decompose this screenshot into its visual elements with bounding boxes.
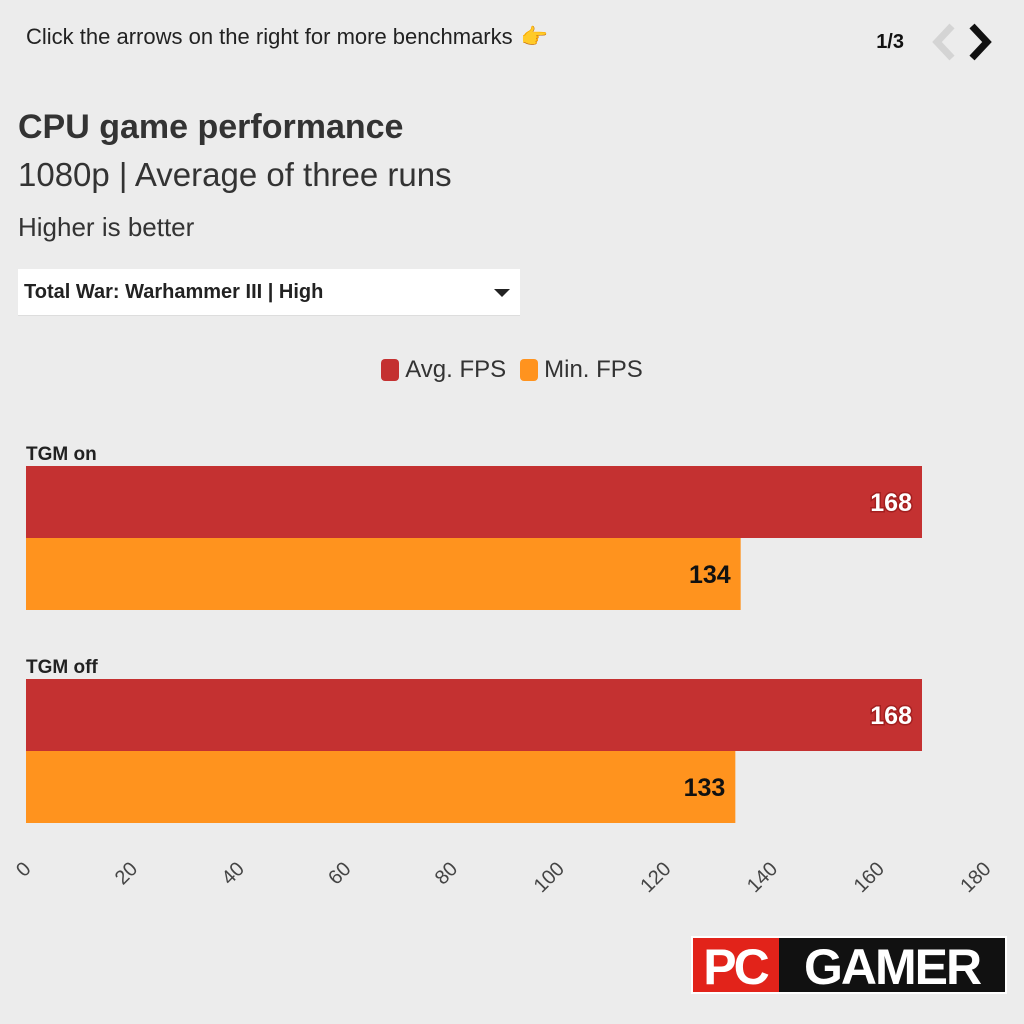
x-tick-label: 160 [850, 858, 889, 897]
x-tick-label: 40 [218, 858, 249, 889]
benchmark-select-value: Total War: Warhammer III | High [24, 281, 324, 303]
x-tick-label: 60 [324, 858, 355, 889]
previous-button[interactable] [926, 22, 962, 62]
chart-title: CPU game performance [18, 108, 404, 146]
legend-item-avg[interactable]: Avg. FPS [381, 356, 506, 384]
chevron-left-icon [932, 23, 955, 61]
next-button[interactable] [962, 22, 998, 62]
pager: 1/3 [876, 22, 998, 62]
x-tick-label: 100 [530, 858, 569, 897]
bar [26, 751, 736, 823]
legend-swatch-min [520, 359, 539, 381]
caret-down-icon [494, 289, 510, 297]
svg-text:GAMER: GAMER [804, 939, 982, 994]
x-tick-label: 120 [636, 858, 675, 897]
legend-item-min[interactable]: Min. FPS [520, 356, 643, 384]
chart-note: Higher is better [18, 212, 195, 242]
x-tick-label: 20 [111, 858, 142, 889]
chevron-right-icon [969, 23, 992, 61]
x-tick-label: 80 [431, 858, 462, 889]
benchmark-select[interactable]: Total War: Warhammer III | High [18, 269, 520, 316]
page-counter: 1/3 [876, 30, 904, 53]
bar [26, 538, 741, 610]
x-tick-label: 0 [12, 858, 35, 881]
svg-text:PC: PC [703, 939, 768, 994]
top-bar: Click the arrows on the right for more b… [26, 22, 998, 62]
hint-text: Click the arrows on the right for more b… [26, 24, 513, 49]
category-label: TGM on [26, 444, 97, 465]
chart-legend: Avg. FPS Min. FPS [0, 356, 1024, 384]
x-tick-label: 140 [743, 858, 782, 897]
legend-swatch-avg [381, 359, 400, 381]
bar [26, 466, 922, 538]
benchmark-hint: Click the arrows on the right for more b… [26, 24, 548, 50]
bar [26, 679, 922, 751]
pointing-hand-icon: 👉 [520, 24, 549, 49]
pc-gamer-logo: PC GAMER [691, 936, 1007, 994]
legend-label-avg: Avg. FPS [405, 356, 507, 383]
category-label: TGM off [26, 657, 98, 678]
x-tick-label: 180 [956, 858, 995, 897]
chart-subtitle: 1080p | Average of three runs [18, 156, 452, 193]
legend-label-min: Min. FPS [544, 356, 643, 383]
